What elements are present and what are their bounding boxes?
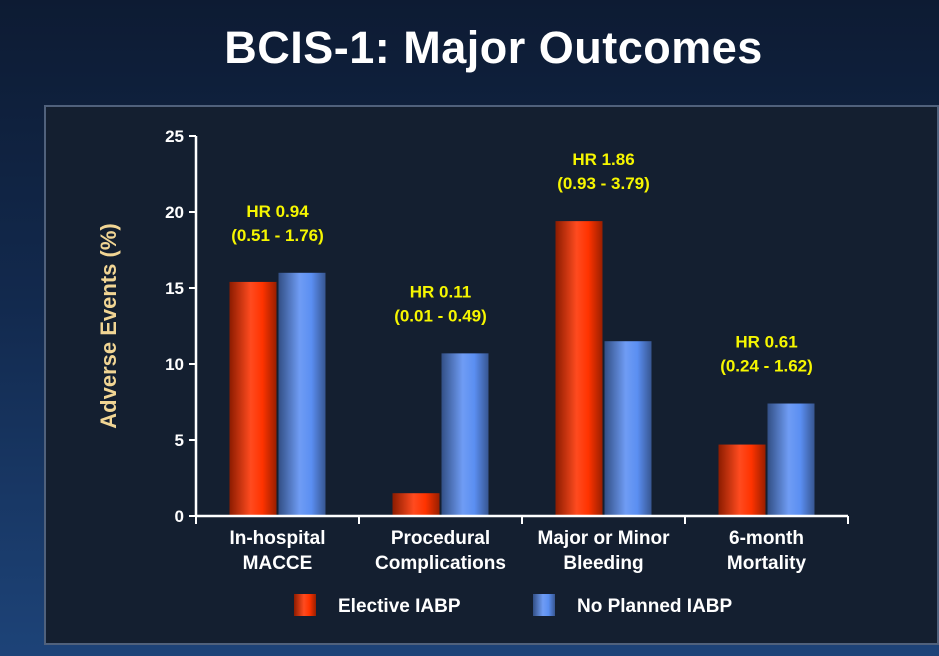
- y-tick-label: 20: [165, 203, 184, 222]
- x-tick-label: In-hospital MACCE: [229, 528, 325, 574]
- x-tick-label: 6-month Mortality: [727, 528, 807, 574]
- legend-label: No Planned IABP: [577, 596, 733, 617]
- hazard-ratio-annotation: HR 0.94 (0.51 - 1.76): [231, 202, 324, 245]
- y-axis-title: Adverse Events (%): [96, 223, 121, 428]
- bar-no-planned-iabp: [278, 272, 326, 516]
- bar-chart: 0 5 10 15 20 25 In-hospital MACCE Procedural Comp…: [96, 127, 849, 617]
- legend-label: Elective IABP: [338, 596, 461, 617]
- x-tick-label: Major or Minor Bleeding: [538, 528, 671, 574]
- bar-elective-iabp: [392, 493, 440, 516]
- chart-panel: 0 5 10 15 20 25 In-hospital MACCE Procedural Comp…: [44, 105, 939, 645]
- y-tick-label: 10: [165, 355, 184, 374]
- y-tick-label: 15: [165, 279, 184, 298]
- y-tick-label: 0: [175, 507, 184, 526]
- bar-no-planned-iabp: [441, 353, 489, 516]
- hazard-ratio-annotation: HR 0.11 (0.01 - 0.49): [394, 282, 487, 325]
- bar-elective-iabp: [718, 444, 766, 516]
- bar-no-planned-iabp: [604, 341, 652, 516]
- slide-title: BCIS-1: Major Outcomes: [224, 22, 763, 73]
- bar-elective-iabp: [229, 281, 277, 516]
- y-tick-label: 25: [165, 127, 184, 146]
- legend-swatch: [294, 594, 316, 616]
- hazard-ratio-annotation: HR 1.86 (0.93 - 3.79): [557, 150, 650, 193]
- legend-swatch: [533, 594, 555, 616]
- bar-elective-iabp: [555, 221, 603, 516]
- bar-no-planned-iabp: [767, 403, 815, 516]
- hazard-ratio-annotation: HR 0.61 (0.24 - 1.62): [720, 333, 813, 376]
- x-tick-label: Procedural Complications: [375, 528, 506, 574]
- y-tick-label: 5: [175, 431, 184, 450]
